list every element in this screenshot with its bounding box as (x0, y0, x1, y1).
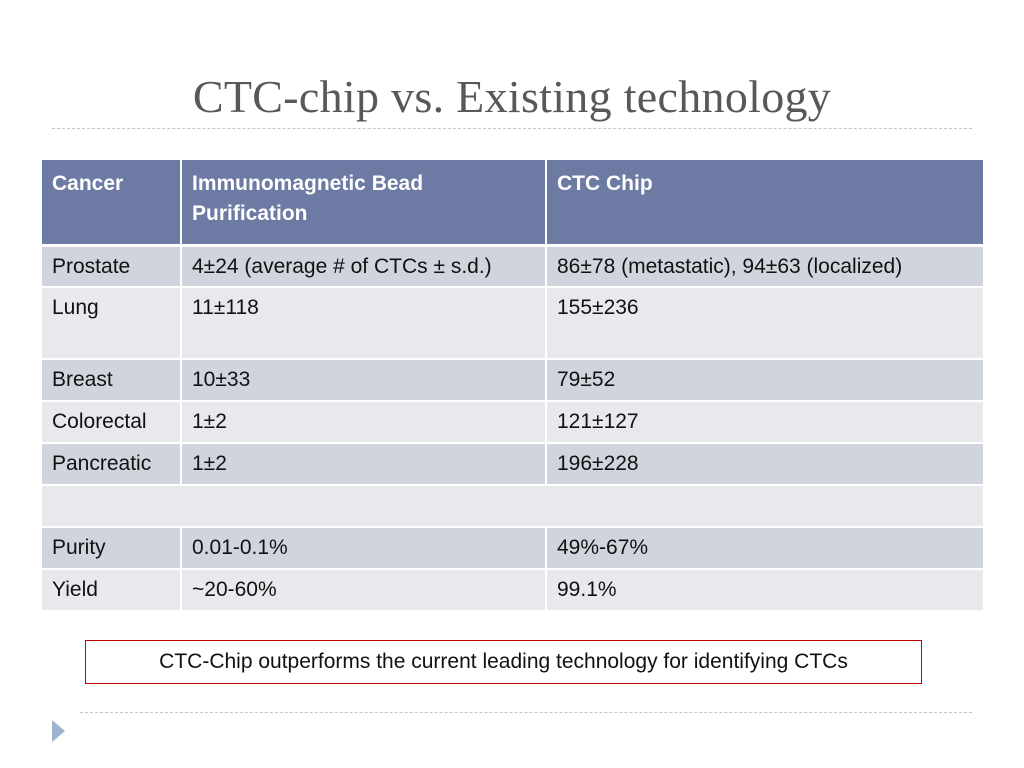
table-cell: Prostate (42, 245, 182, 288)
table-cell: 11±118 (181, 287, 547, 360)
table-cell: 49%-67% (546, 527, 983, 570)
table-cell: Yield (42, 569, 182, 612)
table-cell: 0.01-0.1% (181, 527, 547, 570)
table-cell: 155±236 (546, 287, 983, 360)
table-row-spacer (42, 485, 983, 528)
header-immunomagnetic: Immunomagnetic Bead Purification (181, 160, 547, 247)
table-cell: 10±33 (181, 359, 547, 402)
table-row: Purity 0.01-0.1% 49%-67% (42, 527, 983, 570)
table-row: Breast 10±33 79±52 (42, 359, 983, 402)
table-cell: 86±78 (metastatic), 94±63 (localized) (546, 245, 983, 288)
table-cell: Pancreatic (42, 443, 182, 486)
table-header-row: Cancer Immunomagnetic Bead Purification … (42, 160, 983, 247)
table-cell: 121±127 (546, 401, 983, 444)
title-divider (52, 128, 972, 129)
table-cell: 1±2 (181, 401, 547, 444)
table-cell: 99.1% (546, 569, 983, 612)
table-cell: 79±52 (546, 359, 983, 402)
table-row: Prostate 4±24 (average # of CTCs ± s.d.)… (42, 245, 983, 288)
table-row: Yield ~20-60% 99.1% (42, 569, 983, 612)
table-cell-empty (42, 485, 983, 528)
table-cell: 196±228 (546, 443, 983, 486)
table-row: Colorectal 1±2 121±127 (42, 401, 983, 444)
slide-title: CTC-chip vs. Existing technology (192, 71, 832, 122)
header-cancer: Cancer (42, 160, 182, 247)
table-cell: Breast (42, 359, 182, 402)
table-cell: Purity (42, 527, 182, 570)
table-row: Pancreatic 1±2 196±228 (42, 443, 983, 486)
table-cell: Colorectal (42, 401, 182, 444)
table-cell: 1±2 (181, 443, 547, 486)
triangle-bullet-icon (52, 720, 65, 742)
table-cell: Lung (42, 287, 182, 360)
table-row: Lung 11±118 155±236 (42, 287, 983, 360)
header-ctc-chip: CTC Chip (546, 160, 983, 247)
table-cell: 4±24 (average # of CTCs ± s.d.) (181, 245, 547, 288)
conclusion-callout: CTC-Chip outperforms the current leading… (85, 640, 922, 684)
comparison-table: Cancer Immunomagnetic Bead Purification … (42, 160, 983, 612)
table-cell: ~20-60% (181, 569, 547, 612)
footer-divider (80, 712, 972, 713)
